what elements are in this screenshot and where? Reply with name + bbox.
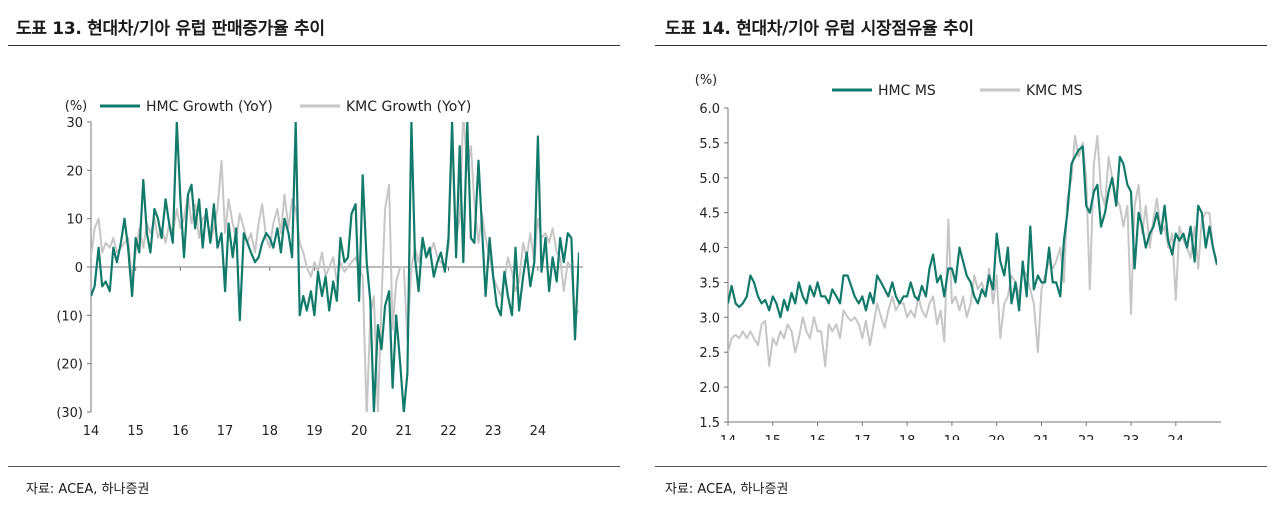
x-tick-label: 16	[809, 434, 826, 440]
right-source-note: 자료: ACEA, 하나증권	[665, 482, 789, 497]
x-tick-label: 15	[127, 424, 144, 439]
x-tick-label: 18	[261, 424, 278, 439]
series-line-kmc	[728, 134, 1217, 368]
legend-label-kmc: KMC Growth (YoY)	[346, 99, 471, 115]
x-tick-label: 14	[720, 434, 737, 440]
x-tick-label: 24	[530, 424, 547, 439]
x-tick-label: 17	[217, 424, 234, 439]
x-tick-label: 23	[1123, 434, 1140, 440]
x-tick-label: 22	[1078, 434, 1095, 440]
series-line-hmc	[728, 145, 1217, 319]
right-title-rule	[655, 45, 1267, 46]
x-tick-label: 18	[899, 434, 916, 440]
x-tick-label: 15	[765, 434, 782, 440]
right-line-chart: 6.0 5.5 5.0 4.5 4.0 3.5 3.0 2.5 2.0 1.514 15 16 17 18…	[695, 73, 1221, 440]
left-chart-panel: 도표 13. 현대차/기아 유럽 판매증가율 추이 30 20 10 0 (10) (20…	[8, 19, 620, 497]
y-tick-label: 0	[75, 261, 83, 276]
x-tick-label: 20	[988, 434, 1005, 440]
y-tick-label: 3.5	[699, 276, 720, 291]
x-tick-label: 24	[1168, 434, 1185, 440]
left-source-rule	[8, 466, 620, 467]
x-tick-label: 21	[396, 424, 413, 439]
x-tick-label: 20	[351, 424, 368, 439]
x-tick-label: 21	[1033, 434, 1050, 440]
x-tick-label: 23	[485, 424, 502, 439]
x-tick-label: 17	[854, 434, 871, 440]
legend-label-kmc: KMC MS	[1026, 83, 1083, 99]
legend-label-hmc: HMC MS	[878, 83, 936, 99]
right-chart-panel: 도표 14. 현대차/기아 유럽 시장점유율 추이 6.0 5.5 5.0 4.5 4.…	[640, 0, 1280, 518]
series-line-kmc	[91, 122, 579, 412]
x-tick-label: 22	[440, 424, 457, 439]
series-line-hmc	[91, 122, 579, 412]
y-tick-label: (10)	[56, 309, 83, 324]
y-tick-label: 5.5	[699, 137, 720, 152]
left-line-chart: 30 20 10 0 (10) (20) (30)14 15 16 17 18 19 20 21 22 23 2…	[56, 99, 583, 439]
y-tick-label: 10	[66, 213, 83, 228]
unit-label: (%)	[65, 99, 88, 114]
y-tick-label: 4.0	[699, 242, 720, 257]
left-source-note: 자료: ACEA, 하나증권	[26, 482, 150, 497]
y-tick-label: 20	[66, 164, 83, 179]
y-tick-label: 5.0	[699, 172, 720, 187]
legend-label-hmc: HMC Growth (YoY)	[146, 99, 273, 115]
unit-label: (%)	[695, 73, 718, 88]
y-tick-label: 3.0	[699, 311, 720, 326]
x-tick-label: 14	[83, 424, 100, 439]
y-tick-label: 30	[66, 116, 83, 131]
y-tick-label: (30)	[56, 406, 83, 421]
x-tick-label: 19	[944, 434, 961, 440]
left-chart-title: 도표 13. 현대차/기아 유럽 판매증가율 추이	[16, 19, 325, 39]
x-tick-label: 19	[306, 424, 323, 439]
right-chart-title: 도표 14. 현대차/기아 유럽 시장점유율 추이	[665, 19, 974, 39]
y-tick-label: 1.5	[699, 416, 720, 431]
y-tick-label: (20)	[56, 358, 83, 373]
y-tick-label: 4.5	[699, 207, 720, 222]
y-tick-label: 2.0	[699, 381, 720, 396]
y-tick-label: 2.5	[699, 346, 720, 361]
y-tick-label: 6.0	[699, 102, 720, 117]
x-tick-label: 16	[172, 424, 189, 439]
right-source-rule	[655, 466, 1267, 467]
left-title-rule	[8, 45, 620, 46]
